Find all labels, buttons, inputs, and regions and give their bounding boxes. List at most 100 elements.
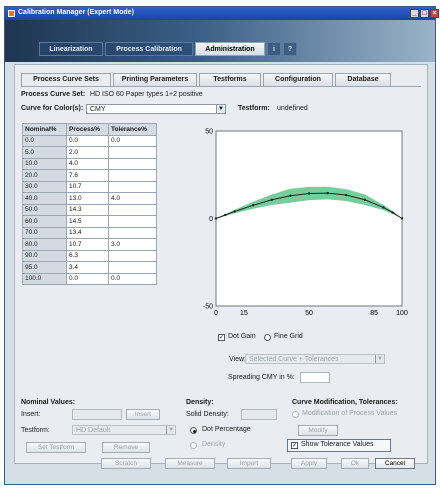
measure-button[interactable]: Measure — [165, 458, 215, 469]
table-cell[interactable]: 60.0 — [22, 215, 67, 228]
dot-gain-checkbox[interactable]: ✓ — [218, 334, 225, 341]
table-cell[interactable] — [108, 169, 157, 182]
table-row[interactable]: 70.0 13.4 — [22, 226, 157, 239]
modification-radio[interactable] — [292, 411, 299, 418]
table-cell[interactable]: 6.3 — [66, 249, 109, 262]
table-cell[interactable] — [108, 261, 157, 274]
data-point — [224, 213, 227, 217]
table-cell[interactable]: 3.0 — [108, 238, 157, 251]
density-radio[interactable] — [190, 442, 197, 449]
view-select[interactable]: Selected Curve + Tolerances ▼ — [245, 354, 385, 364]
table-cell[interactable]: 3.4 — [66, 261, 109, 274]
table-row[interactable]: 30.0 10.7 — [22, 180, 157, 193]
table-cell[interactable]: 95.0 — [22, 261, 67, 274]
tab-linearization[interactable]: Linearization — [39, 42, 103, 56]
app-icon — [8, 10, 15, 17]
table-cell[interactable]: 0.0 — [22, 134, 67, 147]
table-cell[interactable]: 100.0 — [22, 272, 67, 285]
subtab-process-curve-sets[interactable]: Process Curve Sets — [21, 73, 111, 87]
table-cell[interactable]: 0.0 — [108, 272, 157, 285]
table-cell[interactable]: 7.6 — [66, 169, 109, 182]
x-tick-label: 85 — [370, 310, 378, 317]
table-cell[interactable]: 40.0 — [22, 192, 67, 205]
table-row[interactable]: 0.0 0.0 0.0 — [22, 134, 157, 147]
table-row[interactable]: 95.0 3.4 — [22, 261, 157, 274]
help-tab[interactable]: ? — [283, 42, 297, 56]
table-cell[interactable]: 14.5 — [66, 215, 109, 228]
maximize-button[interactable]: □ — [420, 9, 429, 18]
set-testform-button[interactable]: Set Testform — [26, 442, 86, 453]
table-cell[interactable] — [108, 249, 157, 262]
y-tick-label: 50 — [205, 129, 213, 136]
apply-button[interactable]: Apply — [291, 458, 327, 469]
subtab-testforms[interactable]: Testforms — [199, 73, 261, 86]
table-cell[interactable] — [108, 157, 157, 170]
import-button[interactable]: Import — [227, 458, 271, 469]
table-row[interactable]: 10.0 4.0 — [22, 157, 157, 170]
table-cell[interactable]: 4.0 — [108, 192, 157, 205]
table-row[interactable]: 5.0 2.0 — [22, 146, 157, 159]
data-point — [307, 192, 311, 195]
table-cell[interactable]: 0.0 — [66, 134, 109, 147]
table-cell[interactable]: 4.0 — [66, 157, 109, 170]
dot-percentage-radio[interactable] — [190, 427, 197, 434]
table-row[interactable]: 100.0 0.0 0.0 — [22, 272, 157, 285]
table-cell[interactable]: 10.7 — [66, 180, 109, 193]
remove-button[interactable]: Remove — [102, 442, 150, 453]
insert-input[interactable] — [72, 409, 122, 420]
table-cell[interactable]: 70.0 — [22, 226, 67, 239]
subtab-printing-parameters[interactable]: Printing Parameters — [113, 73, 197, 86]
table-cell[interactable]: 5.0 — [22, 146, 67, 159]
data-point — [252, 204, 255, 207]
table-cell[interactable]: 20.0 — [22, 169, 67, 182]
ok-button[interactable]: Ok — [341, 458, 369, 469]
table-cell[interactable]: 0.0 — [108, 134, 157, 147]
table-cell[interactable]: 13.0 — [66, 192, 109, 205]
modify-button[interactable]: Modify — [298, 425, 338, 436]
table-cell[interactable] — [108, 215, 157, 228]
table-cell[interactable] — [108, 226, 157, 239]
table-cell[interactable]: 90.0 — [22, 249, 67, 262]
curve-for-color-label: Curve for Color(s): — [21, 105, 84, 112]
close-button[interactable]: × — [430, 9, 439, 18]
table-row[interactable]: 80.0 10.7 3.0 — [22, 238, 157, 251]
show-tolerance-box[interactable]: ✓ Show Tolerance Values — [287, 439, 391, 452]
table-cell[interactable] — [108, 180, 157, 193]
minimize-button[interactable]: _ — [410, 9, 419, 18]
tab-administration[interactable]: Administration — [195, 42, 265, 56]
table-cell[interactable]: 13.4 — [66, 226, 109, 239]
table-row[interactable]: 40.0 13.0 4.0 — [22, 192, 157, 205]
insert-button[interactable]: Insert — [126, 409, 160, 420]
table-cell[interactable]: 0.0 — [66, 272, 109, 285]
x-tick-label: 15 — [240, 310, 248, 317]
table-row[interactable]: 60.0 14.5 — [22, 215, 157, 228]
table-cell[interactable]: 30.0 — [22, 180, 67, 193]
table-cell[interactable] — [108, 146, 157, 159]
cancel-button[interactable]: Cancel — [375, 458, 415, 469]
nominal-testform-select[interactable]: HD Default ▼ — [72, 425, 176, 435]
data-point — [233, 210, 236, 213]
solid-density-input[interactable] — [241, 409, 277, 420]
table-cell[interactable]: 50.0 — [22, 203, 67, 216]
data-point — [345, 193, 348, 197]
scratch-button[interactable]: Scratch — [101, 458, 151, 469]
table-cell[interactable]: 14.3 — [66, 203, 109, 216]
table-row[interactable]: 90.0 6.3 — [22, 249, 157, 262]
table-row[interactable]: 20.0 7.6 — [22, 169, 157, 182]
subtab-configuration[interactable]: Configuration — [263, 73, 333, 86]
curve-set-label: Process Curve Set: — [21, 91, 86, 98]
spreading-input[interactable] — [300, 372, 330, 383]
subtab-database[interactable]: Database — [335, 73, 391, 86]
table-cell[interactable]: 10.7 — [66, 238, 109, 251]
table-cell[interactable]: 2.0 — [66, 146, 109, 159]
fine-grid-toggle[interactable] — [264, 334, 271, 341]
table-row[interactable]: 50.0 14.3 — [22, 203, 157, 216]
show-tolerance-checkbox[interactable]: ✓ — [291, 442, 298, 449]
table-cell[interactable] — [108, 203, 157, 216]
curve-for-color-select[interactable]: CMY ▼ — [86, 104, 226, 114]
tab-process-calibration[interactable]: Process Calibration — [105, 42, 193, 56]
table-cell[interactable]: 80.0 — [22, 238, 67, 251]
data-point — [363, 198, 366, 201]
table-cell[interactable]: 10.0 — [22, 157, 67, 170]
info-tab[interactable]: i — [267, 42, 281, 56]
